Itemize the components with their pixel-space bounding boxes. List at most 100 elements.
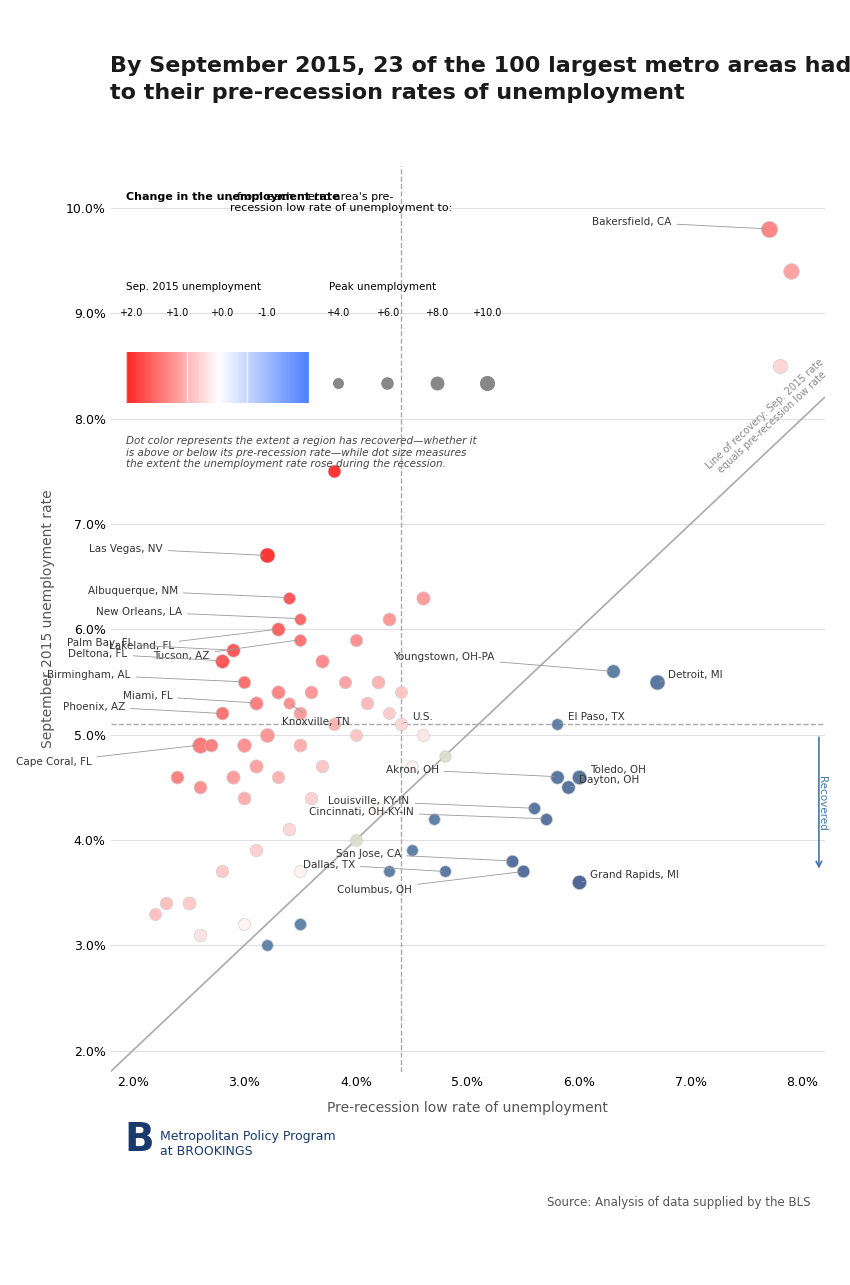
Point	[349, 830, 363, 851]
Text: Knoxville, TN: Knoxville, TN	[282, 704, 349, 727]
Point	[326, 713, 340, 734]
Point	[650, 672, 664, 693]
Text: Deltona, FL: Deltona, FL	[69, 649, 219, 660]
Point	[249, 756, 263, 776]
Point	[226, 766, 240, 786]
Text: Youngstown, OH-PA: Youngstown, OH-PA	[393, 653, 609, 671]
Text: Albuquerque, NM: Albuquerque, NM	[88, 586, 286, 598]
Point	[528, 798, 541, 819]
Point	[171, 766, 184, 786]
Point	[439, 861, 452, 882]
Point	[394, 682, 407, 703]
Text: Detroit, MI: Detroit, MI	[660, 669, 722, 681]
Point	[226, 640, 240, 660]
Point	[237, 672, 252, 693]
Point	[260, 545, 274, 565]
Point	[349, 630, 363, 650]
Point	[539, 808, 552, 829]
Point	[606, 660, 620, 681]
Text: Lakeland, FL: Lakeland, FL	[109, 630, 275, 651]
Point	[160, 893, 173, 914]
Point	[293, 608, 307, 628]
Text: Recovered: Recovered	[817, 776, 827, 830]
Point	[215, 703, 229, 723]
Point	[193, 735, 207, 756]
Point	[416, 587, 429, 608]
Text: Cincinnati, OH-KY-IN: Cincinnati, OH-KY-IN	[309, 807, 543, 819]
Point	[193, 777, 207, 798]
Point	[282, 819, 296, 839]
Text: San Jose, CA: San Jose, CA	[336, 849, 509, 861]
Text: Bakersfield, CA: Bakersfield, CA	[592, 217, 766, 229]
Point	[282, 693, 296, 713]
Point	[550, 766, 564, 786]
Text: U.S.: U.S.	[403, 712, 433, 723]
Point	[237, 735, 252, 756]
Point	[193, 924, 207, 944]
Point	[315, 756, 329, 776]
Text: Phoenix, AZ: Phoenix, AZ	[63, 702, 219, 713]
Point	[439, 745, 452, 766]
Text: Source: Analysis of data supplied by the BLS: Source: Analysis of data supplied by the…	[547, 1196, 810, 1209]
Point	[204, 735, 218, 756]
Point	[293, 914, 307, 934]
Point	[382, 703, 396, 723]
Text: Toledo, OH: Toledo, OH	[581, 765, 646, 776]
Text: Miami, FL: Miami, FL	[122, 691, 252, 703]
Text: Line of recovery: Sep. 2015 rate
equals pre-recession low rate: Line of recovery: Sep. 2015 rate equals …	[704, 357, 833, 479]
Point	[260, 935, 274, 956]
Point	[271, 766, 285, 786]
Point	[182, 893, 196, 914]
Point	[405, 756, 418, 776]
Point	[349, 725, 363, 745]
Text: Dayton, OH: Dayton, OH	[570, 775, 639, 786]
Point	[382, 608, 396, 628]
Point	[572, 871, 586, 892]
Point	[304, 682, 318, 703]
Point	[517, 861, 530, 882]
Point	[785, 261, 798, 281]
Point	[371, 798, 385, 819]
Point	[572, 766, 586, 786]
Text: Las Vegas, NV: Las Vegas, NV	[89, 544, 264, 555]
Point	[762, 218, 775, 239]
Point	[394, 713, 407, 734]
Text: Akron, OH: Akron, OH	[386, 765, 554, 776]
Point	[416, 725, 429, 745]
Point	[249, 840, 263, 861]
Point	[505, 851, 518, 871]
Text: Metropolitan Policy Program
at BROOKINGS: Metropolitan Policy Program at BROOKINGS	[161, 1130, 336, 1158]
Point	[360, 693, 374, 713]
Text: Columbus, OH: Columbus, OH	[337, 871, 520, 894]
Point	[371, 672, 385, 693]
Text: By September 2015, 23 of the 100 largest metro areas had recovered
to their pre-: By September 2015, 23 of the 100 largest…	[110, 57, 850, 103]
Point	[293, 703, 307, 723]
X-axis label: Pre-recession low rate of unemployment: Pre-recession low rate of unemployment	[327, 1100, 608, 1114]
Text: Birmingham, AL: Birmingham, AL	[47, 669, 241, 682]
Point	[271, 619, 285, 640]
Point	[561, 777, 575, 798]
Point	[428, 808, 441, 829]
Point	[215, 861, 229, 882]
Point	[282, 587, 296, 608]
Text: New Orleans, LA: New Orleans, LA	[96, 607, 298, 618]
Text: B: B	[125, 1122, 155, 1159]
Point	[773, 356, 786, 377]
Point	[338, 672, 352, 693]
Point	[304, 788, 318, 808]
Y-axis label: September 2015 unemployment rate: September 2015 unemployment rate	[41, 490, 54, 748]
Point	[149, 903, 162, 924]
Text: El Paso, TX: El Paso, TX	[559, 712, 625, 723]
Point	[237, 788, 252, 808]
Point	[249, 693, 263, 713]
Text: Grand Rapids, MI: Grand Rapids, MI	[581, 870, 679, 882]
Point	[293, 861, 307, 882]
Point	[271, 682, 285, 703]
Point	[293, 630, 307, 650]
Text: Cape Coral, FL: Cape Coral, FL	[15, 745, 197, 767]
Point	[382, 861, 396, 882]
Point	[237, 914, 252, 934]
Text: Tucson, AZ: Tucson, AZ	[154, 640, 298, 662]
Text: Dallas, TX: Dallas, TX	[303, 860, 442, 871]
Point	[293, 735, 307, 756]
